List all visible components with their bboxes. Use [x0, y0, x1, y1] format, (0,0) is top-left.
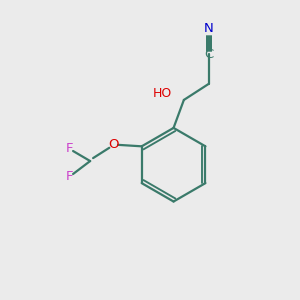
Text: N: N	[204, 22, 214, 35]
Text: O: O	[109, 138, 119, 151]
Text: F: F	[66, 142, 73, 155]
Text: HO: HO	[153, 87, 172, 100]
Text: C: C	[204, 48, 214, 61]
Text: F: F	[66, 170, 73, 183]
